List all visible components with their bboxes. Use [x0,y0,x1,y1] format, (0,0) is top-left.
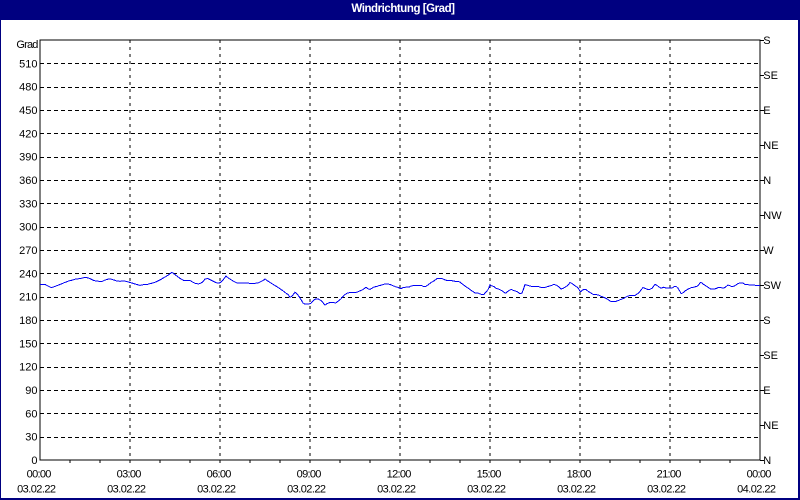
svg-text:09:00: 09:00 [297,469,322,481]
svg-text:03.02.22: 03.02.22 [17,484,56,496]
svg-text:03.02.22: 03.02.22 [377,484,416,496]
svg-text:510: 510 [19,58,37,70]
svg-text:N: N [763,455,771,467]
svg-text:450: 450 [19,105,37,117]
svg-text:NE: NE [763,420,778,432]
svg-text:03.02.22: 03.02.22 [197,484,236,496]
svg-text:300: 300 [19,222,37,234]
svg-text:0: 0 [31,455,37,467]
svg-text:SE: SE [763,350,778,362]
svg-text:330: 330 [19,198,37,210]
svg-text:Windrichtung [Grad]: Windrichtung [Grad] [351,3,455,15]
svg-text:03:00: 03:00 [117,469,142,481]
svg-text:SW: SW [763,280,781,292]
svg-text:03.02.22: 03.02.22 [107,484,146,496]
svg-text:15:00: 15:00 [477,469,502,481]
svg-text:12:00: 12:00 [387,469,412,481]
svg-text:180: 180 [19,315,37,327]
svg-text:03.02.22: 03.02.22 [287,484,326,496]
svg-text:210: 210 [19,292,37,304]
svg-text:150: 150 [19,338,37,350]
svg-text:NW: NW [763,210,782,222]
svg-text:04.02.22: 04.02.22 [737,484,776,496]
svg-text:03.02.22: 03.02.22 [647,484,686,496]
svg-text:30: 30 [25,432,37,444]
svg-text:00:00: 00:00 [27,469,52,481]
svg-text:420: 420 [19,128,37,140]
svg-text:S: S [763,35,770,47]
svg-text:390: 390 [19,152,37,164]
svg-text:06:00: 06:00 [207,469,232,481]
svg-text:18:00: 18:00 [567,469,592,481]
svg-text:Grad: Grad [16,39,38,51]
svg-text:W: W [763,245,774,257]
svg-text:E: E [763,105,770,117]
svg-text:90: 90 [25,385,37,397]
svg-text:E: E [763,385,770,397]
svg-text:00:00: 00:00 [747,469,772,481]
svg-text:SE: SE [763,70,778,82]
svg-text:60: 60 [25,408,37,420]
svg-text:270: 270 [19,245,37,257]
svg-text:240: 240 [19,268,37,280]
svg-text:03.02.22: 03.02.22 [557,484,596,496]
svg-text:N: N [763,175,771,187]
svg-text:03.02.22: 03.02.22 [467,484,506,496]
svg-text:NE: NE [763,140,778,152]
svg-text:120: 120 [19,362,37,374]
svg-text:S: S [763,315,770,327]
svg-text:360: 360 [19,175,37,187]
svg-text:21:00: 21:00 [657,469,682,481]
svg-text:480: 480 [19,82,37,94]
